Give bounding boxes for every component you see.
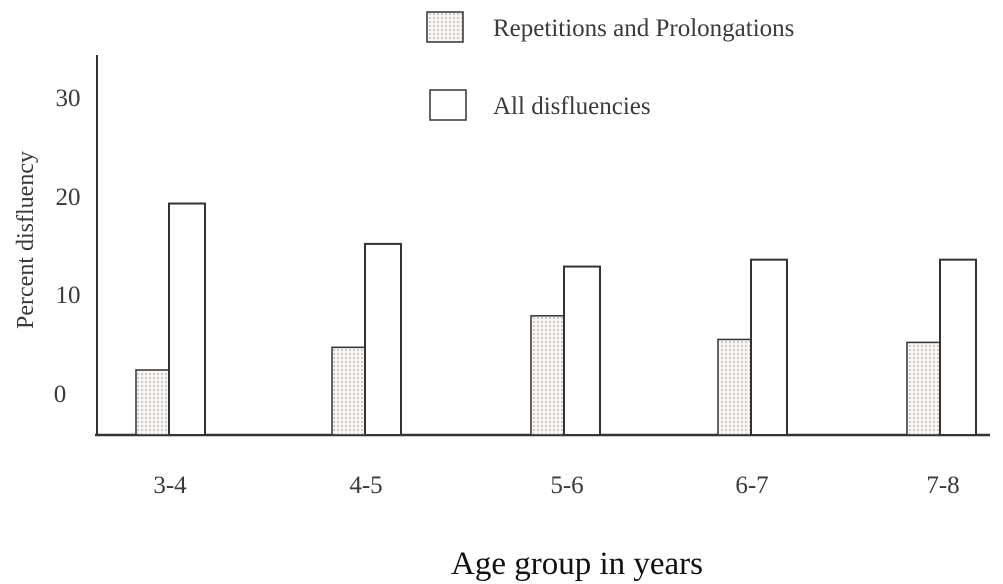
x-tick-label: 5-6 [550,472,583,499]
bar-all-disfluencies-6-7 [750,258,788,437]
bar-all-disfluencies-3-4 [168,202,206,436]
bar-all-disfluencies-7-8 [939,258,977,437]
x-tick-label: 3-4 [153,472,187,499]
bar-repetitions-3-4 [135,369,170,436]
bar-repetitions-6-7 [717,338,752,436]
y-tick-label: 0 [54,381,67,408]
bar-repetitions-7-8 [906,341,941,436]
legend-label-repetitions: Repetitions and Prolongations [493,15,794,42]
y-tick-label: 30 [56,85,81,112]
x-tick-label: 6-7 [735,472,768,499]
legend-label-all-disfluencies: All disfluencies [493,93,651,120]
x-tick-label: 4-5 [349,472,382,499]
bar-all-disfluencies-4-5 [364,242,402,436]
bar-repetitions-4-5 [331,346,366,436]
y-tick-label: 10 [56,282,81,309]
bar-all-disfluencies-5-6 [563,265,601,436]
bar-repetitions-5-6 [530,315,565,436]
bars-group [135,202,977,437]
legend-swatch-repetitions [426,11,464,43]
legend-swatch-all-disfluencies [429,89,467,121]
x-axis-label: Age group in years [451,546,703,582]
legend: Repetitions and Prolongations All disflu… [426,11,794,121]
y-axis-label: Percent disfluency [13,151,39,329]
y-tick-label: 20 [56,184,81,211]
x-tick-label: 7-8 [926,472,959,499]
